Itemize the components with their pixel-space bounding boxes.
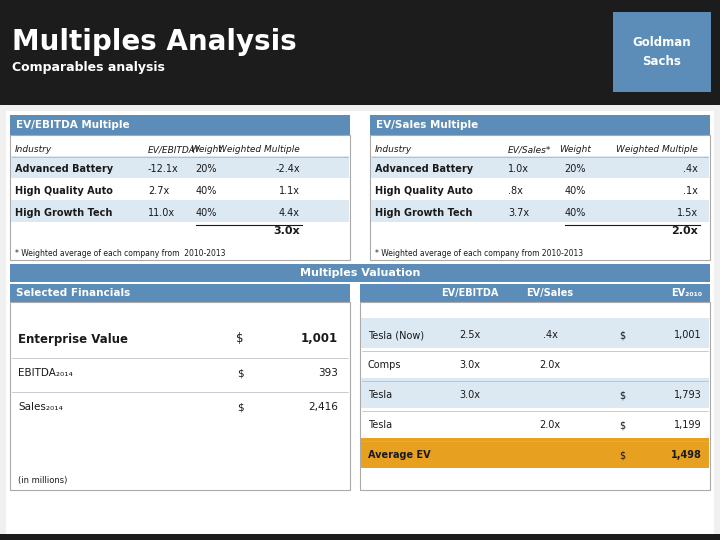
Text: 1.0x: 1.0x (508, 164, 529, 174)
FancyBboxPatch shape (361, 438, 709, 468)
Text: EBITDA₂₀₁₄: EBITDA₂₀₁₄ (18, 368, 73, 378)
Text: .8x: .8x (508, 186, 523, 196)
Text: Average EV: Average EV (368, 450, 431, 460)
FancyBboxPatch shape (10, 284, 350, 302)
FancyBboxPatch shape (11, 200, 349, 222)
FancyBboxPatch shape (371, 156, 709, 178)
Text: $: $ (236, 333, 244, 346)
Text: 393: 393 (318, 368, 338, 378)
Text: Weighted Multiple: Weighted Multiple (616, 145, 698, 154)
FancyBboxPatch shape (0, 0, 720, 105)
Text: 2.5x: 2.5x (459, 330, 481, 340)
Text: 40%: 40% (195, 186, 217, 196)
Text: .4x: .4x (683, 164, 698, 174)
Text: (in millions): (in millions) (18, 476, 68, 485)
FancyBboxPatch shape (0, 105, 720, 540)
Text: Advanced Battery: Advanced Battery (15, 164, 113, 174)
Text: EV/Sales*: EV/Sales* (508, 145, 552, 154)
Text: $: $ (619, 390, 625, 400)
Text: EV/Sales: EV/Sales (526, 288, 574, 298)
Text: Advanced Battery: Advanced Battery (375, 164, 473, 174)
Text: 1,001: 1,001 (301, 333, 338, 346)
Text: 3.0x: 3.0x (459, 390, 480, 400)
FancyBboxPatch shape (361, 318, 709, 348)
Text: Industry: Industry (15, 145, 53, 154)
Text: Tesla: Tesla (368, 420, 392, 430)
Text: EV/EBITDA Multiple: EV/EBITDA Multiple (16, 120, 130, 130)
Text: Industry: Industry (375, 145, 413, 154)
Text: 1,001: 1,001 (675, 330, 702, 340)
Text: Comps: Comps (368, 360, 402, 370)
Text: $: $ (619, 450, 625, 460)
Text: 2.0x: 2.0x (671, 226, 698, 236)
Text: EV/EBITDA: EV/EBITDA (441, 288, 499, 298)
Text: EV₂₀₁₀: EV₂₀₁₀ (671, 288, 702, 298)
Text: $: $ (237, 402, 243, 412)
Text: 20%: 20% (564, 164, 586, 174)
Text: $: $ (619, 420, 625, 430)
FancyBboxPatch shape (360, 302, 710, 490)
Text: Enterprise Value: Enterprise Value (18, 333, 128, 346)
Text: 2,416: 2,416 (308, 402, 338, 412)
Text: Sales₂₀₁₄: Sales₂₀₁₄ (18, 402, 63, 412)
FancyBboxPatch shape (361, 378, 709, 408)
FancyBboxPatch shape (10, 115, 350, 135)
Text: 4.4x: 4.4x (279, 208, 300, 218)
Text: Sachs: Sachs (642, 55, 681, 68)
Text: $: $ (237, 368, 243, 378)
Text: 3.7x: 3.7x (508, 208, 529, 218)
Text: 2.7x: 2.7x (148, 186, 169, 196)
Text: Weight: Weight (559, 145, 591, 154)
FancyBboxPatch shape (0, 534, 720, 540)
FancyBboxPatch shape (370, 115, 710, 135)
Text: High Growth Tech: High Growth Tech (375, 208, 472, 218)
FancyBboxPatch shape (360, 284, 710, 302)
Text: EV/Sales Multiple: EV/Sales Multiple (376, 120, 478, 130)
FancyBboxPatch shape (6, 111, 714, 534)
Text: 3.0x: 3.0x (459, 360, 480, 370)
Text: 1,199: 1,199 (675, 420, 702, 430)
Text: 2.0x: 2.0x (539, 360, 561, 370)
FancyBboxPatch shape (11, 156, 349, 178)
Text: Comparables analysis: Comparables analysis (12, 62, 165, 75)
Text: 40%: 40% (564, 186, 585, 196)
Text: .4x: .4x (543, 330, 557, 340)
Text: High Quality Auto: High Quality Auto (375, 186, 473, 196)
FancyBboxPatch shape (613, 12, 711, 92)
Text: $: $ (619, 330, 625, 340)
Text: 1,498: 1,498 (671, 450, 702, 460)
Text: -2.4x: -2.4x (275, 164, 300, 174)
Text: 2.0x: 2.0x (539, 420, 561, 430)
Text: 40%: 40% (195, 208, 217, 218)
Text: Multiples Analysis: Multiples Analysis (12, 28, 297, 56)
Text: 1.1x: 1.1x (279, 186, 300, 196)
Text: High Quality Auto: High Quality Auto (15, 186, 113, 196)
Text: 1,793: 1,793 (674, 390, 702, 400)
Text: 40%: 40% (564, 208, 585, 218)
Text: * Weighted average of each company from  2010-2013: * Weighted average of each company from … (15, 248, 225, 258)
FancyBboxPatch shape (10, 302, 350, 490)
Text: 20%: 20% (195, 164, 217, 174)
Text: Tesla: Tesla (368, 390, 392, 400)
Text: 3.0x: 3.0x (274, 226, 300, 236)
Text: Weighted Multiple: Weighted Multiple (218, 145, 300, 154)
Text: Tesla (Now): Tesla (Now) (368, 330, 424, 340)
Text: Weight: Weight (190, 145, 222, 154)
Text: * Weighted average of each company from 2010-2013: * Weighted average of each company from … (375, 248, 583, 258)
FancyBboxPatch shape (10, 135, 350, 260)
FancyBboxPatch shape (10, 264, 710, 282)
FancyBboxPatch shape (371, 200, 709, 222)
Text: .1x: .1x (683, 186, 698, 196)
Text: EV/EBITDA*: EV/EBITDA* (148, 145, 200, 154)
FancyBboxPatch shape (370, 135, 710, 260)
Text: High Growth Tech: High Growth Tech (15, 208, 112, 218)
Text: Goldman: Goldman (633, 36, 691, 49)
Text: Selected Financials: Selected Financials (16, 288, 130, 298)
Text: Multiples Valuation: Multiples Valuation (300, 268, 420, 278)
Text: -12.1x: -12.1x (148, 164, 179, 174)
Text: 11.0x: 11.0x (148, 208, 175, 218)
Text: 1.5x: 1.5x (677, 208, 698, 218)
